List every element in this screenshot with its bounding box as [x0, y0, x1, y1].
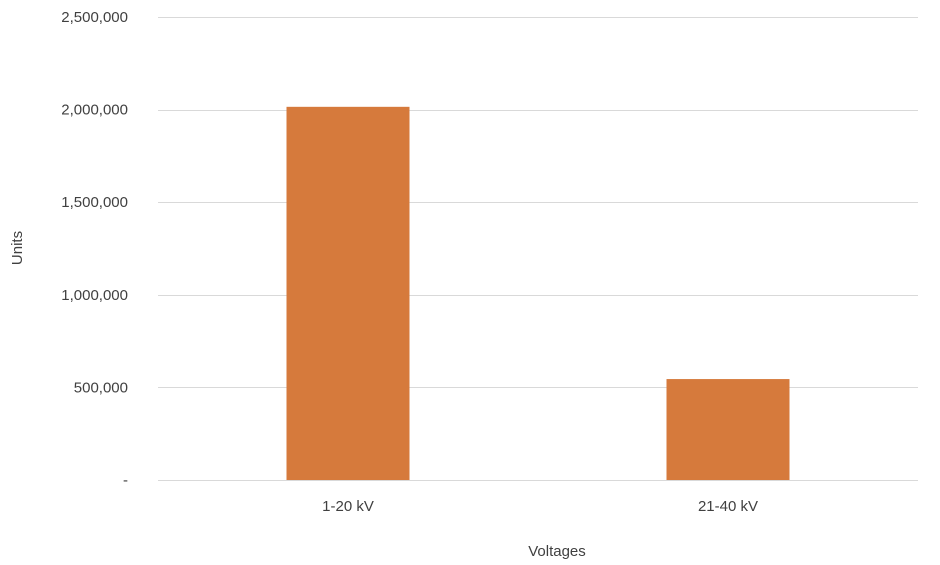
y-tick-label: 1,500,000 [61, 194, 128, 211]
x-tick-label: 1-20 kV [322, 498, 374, 515]
y-tick-label: 500,000 [74, 379, 128, 396]
y-axis-ticks: - 500,000 1,000,000 1,500,000 2,000,000 2,500… [61, 9, 128, 489]
y-axis-title: Units [9, 231, 26, 265]
bar-1 [286, 106, 410, 481]
y-tick-label: 2,500,000 [61, 9, 128, 26]
y-tick-label: 1,000,000 [61, 287, 128, 304]
bar-2 [666, 379, 790, 480]
bars [286, 106, 790, 481]
y-tick-label: 2,000,000 [61, 102, 128, 119]
x-tick-label: 21-40 kV [698, 498, 758, 515]
x-axis-ticks: 1-20 kV 21-40 kV [322, 498, 758, 515]
y-tick-label: - [123, 472, 128, 489]
x-axis-title: Voltages [528, 543, 586, 560]
gridlines [158, 17, 918, 481]
